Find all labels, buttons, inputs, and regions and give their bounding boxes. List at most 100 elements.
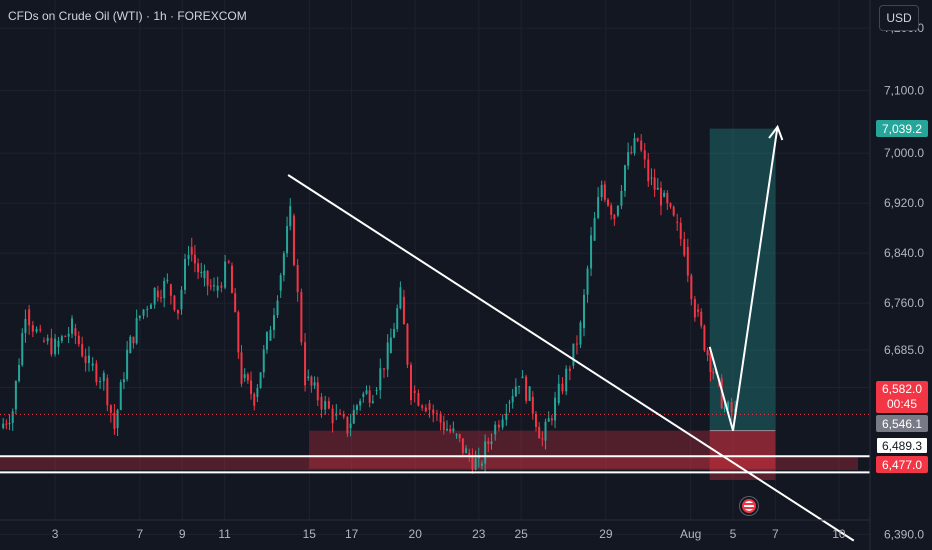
candle-body (187, 254, 190, 260)
candle-body (650, 177, 653, 179)
currency-button[interactable]: USD (879, 5, 919, 31)
candle-body (365, 390, 368, 394)
candle-body (300, 292, 303, 343)
candle-body (42, 340, 45, 342)
candle-body (640, 140, 643, 151)
candle-body (583, 294, 586, 329)
candle-body (468, 453, 471, 457)
candle-body (156, 290, 159, 298)
candle-body (146, 308, 149, 310)
candle-body (206, 270, 209, 286)
candle-body (113, 412, 116, 430)
y-tick-label: 6,760.0 (884, 296, 924, 310)
candle-body (449, 428, 452, 432)
candle-body (359, 400, 362, 406)
candle-body (5, 423, 8, 425)
candle-body (396, 308, 399, 330)
candle-body (21, 333, 24, 366)
candle-body (234, 293, 237, 313)
candle-body (653, 177, 656, 190)
candle-body (428, 403, 431, 410)
candle-body (95, 363, 98, 382)
candle-body (250, 380, 253, 394)
candle-body (313, 382, 316, 386)
descending-trendline (287, 174, 855, 542)
candle-body (126, 349, 129, 380)
stop-price-tag: 6,477.0 (876, 456, 928, 473)
candle-body (593, 217, 596, 241)
candle-body (458, 434, 461, 439)
candle-body (541, 438, 544, 440)
candle-body (176, 309, 179, 314)
candle-body (683, 239, 686, 256)
candle-body (620, 190, 623, 206)
candle-body (435, 413, 438, 415)
candle-body (11, 411, 14, 424)
candle-body (362, 393, 365, 397)
candle-body (686, 246, 689, 276)
candle-body (528, 386, 531, 401)
candle-body (544, 421, 547, 441)
candle-body (442, 421, 445, 431)
candle-body (14, 381, 17, 410)
candle-body (28, 309, 31, 326)
candle-body (269, 329, 272, 341)
candle-body (730, 402, 733, 413)
candle-body (603, 184, 606, 200)
candle-body (518, 385, 521, 387)
candle-body (87, 355, 90, 364)
candle-body (511, 396, 514, 403)
candle-body (8, 423, 11, 425)
candle-body (465, 448, 468, 454)
candle-body (424, 407, 427, 412)
x-tick-label: 15 (303, 527, 317, 541)
candle-body (534, 413, 537, 427)
candle-body (666, 192, 669, 204)
candle-body (421, 405, 424, 408)
candle-body (417, 393, 420, 406)
candle-body (74, 328, 77, 336)
candle-body (35, 329, 38, 332)
candle-body (71, 318, 74, 334)
candle-body (474, 458, 477, 470)
candle-body (636, 138, 639, 141)
candle-body (132, 336, 135, 344)
candle-body (557, 383, 560, 404)
candle-body (324, 401, 327, 410)
x-tick-label: 5 (730, 527, 737, 541)
candle-body (227, 261, 230, 263)
candle-body (723, 407, 726, 409)
candle-body (630, 152, 633, 154)
candle-body (109, 405, 112, 413)
candle-body (508, 402, 511, 404)
us-flag-icon[interactable] (740, 497, 758, 515)
candle-body (613, 214, 616, 220)
candle-body (586, 268, 589, 295)
x-tick-label: 23 (472, 527, 486, 541)
last-price-tag: 6,582.0 00:45 (876, 381, 928, 413)
candle-body (402, 296, 405, 325)
x-tick-label: 9 (179, 527, 186, 541)
candle-body (712, 372, 715, 374)
candle-body (224, 261, 227, 288)
candle-body (659, 187, 662, 206)
candle-body (81, 344, 84, 357)
y-tick-label: 6,920.0 (884, 196, 924, 210)
candle-body (643, 150, 646, 160)
candle-body (84, 356, 87, 364)
candle-body (190, 246, 193, 255)
candle-body (54, 338, 57, 355)
candle-body (484, 441, 487, 464)
candle-body (99, 381, 102, 383)
candle-body (572, 343, 575, 366)
candle-body (455, 434, 458, 436)
x-tick-label: 7 (772, 527, 779, 541)
candle-body (102, 373, 105, 382)
candle-body (116, 410, 119, 429)
candle-body (590, 235, 593, 269)
candle-body (399, 287, 402, 309)
candle-body (693, 299, 696, 318)
x-tick-label: Aug (680, 527, 701, 541)
y-tick-label: 6,840.0 (884, 246, 924, 260)
